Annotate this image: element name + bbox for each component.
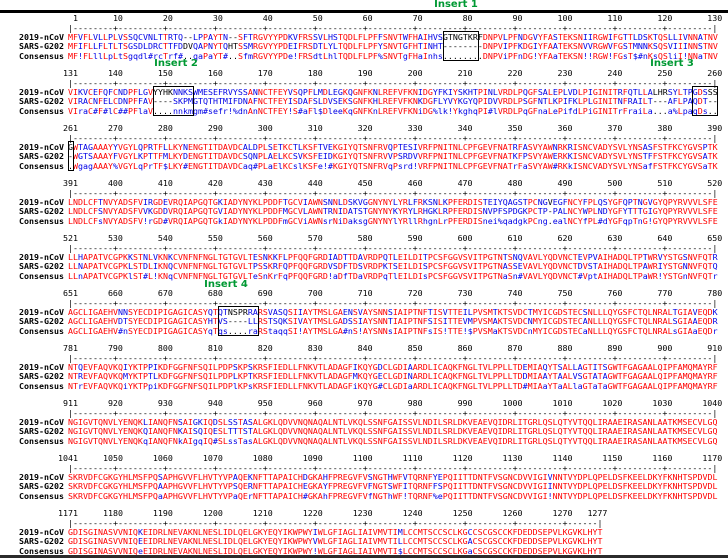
bottom-border-bar [0, 555, 728, 558]
row-label-sars-g202: SARS-G202 [19, 426, 64, 436]
consensus-row: SKRVDFCGKGYHLMSFPQaAPHGVVFLHVTYVPaQErNFT… [68, 490, 718, 501]
top-border-bar [0, 10, 728, 13]
row-label-consensus: Consensus [19, 435, 64, 446]
sequence-row-2019-ncov: MFVFLVLLPLVSSQCVNLTTRTQ--LPPAYTN--SFTRGV… [68, 31, 718, 42]
insert-label: Insert 1 [434, 0, 478, 10]
sequence-row-sars-g202: SKRVDFCGKGYHLMSFPQAAPHGVVFLHVTYVPSQERNFT… [68, 481, 718, 491]
sequence-row-2019-ncov: GDISGINASVVNIQKEIDRLNEVAKNLNESLIDLQELGKY… [68, 526, 603, 537]
row-label-2019-ncov: 2019-nCoV [19, 141, 64, 152]
row-label-sars-g202: SARS-G202 [19, 481, 64, 491]
consensus-row: LLnAPATVCGPKlST#L!KNqCVNFNFNGLTGTGVLTeSn… [68, 270, 718, 281]
sequence-row-sars-g202: AGCLIGAEHVDTSYECDIPIGAGICASYHTVS----LLRS… [68, 316, 718, 326]
ruler-tick-line: |--------+---------+---------+---------+… [68, 297, 718, 308]
insert-box [152, 86, 194, 116]
alignment-block: 1041 1050 1060 1070 1080 1090 1100 1110 1120 1130… [58, 453, 723, 501]
row-label-consensus: Consensus [19, 50, 64, 61]
sequence-row-sars-g202: VIRACNFELCDNPFFAV----SKPMGTQTHTMIFDNAFNC… [68, 96, 718, 106]
sequence-row-2019-ncov: GWTAGAAAYYVGYLQPRTFLLKYNENGTITDAVDCALDPL… [68, 141, 718, 152]
ruler-tick-line: |--------+---------+---------+---------+… [68, 462, 718, 473]
insert-box [217, 306, 259, 336]
insert-label: Insert 4 [204, 279, 248, 290]
ruler-tick-line: |--------+---------+---------+---------+… [68, 22, 718, 33]
consensus-row: NTrEVFAQVKQiYKTPpiKDFGGFNFSQILPDPlKPsKRS… [68, 380, 718, 391]
ruler-tick-line: |--------+---------+---------+---------+… [68, 132, 718, 143]
ruler-tick-line: |--------+---------+---------+---------+… [68, 352, 718, 363]
sequence-row-2019-ncov: LNDLCFTNVYADSFVIRGDEVRQIAPGQTGKIADYNYKLP… [68, 196, 718, 207]
row-label-consensus: Consensus [19, 105, 64, 116]
row-label-sars-g202: SARS-G202 [19, 151, 64, 161]
consensus-row: NGIGVTQNVLYENQKqIANQFNkAIgqIQ#SLssTasALG… [68, 435, 718, 446]
insert-box [442, 31, 479, 61]
row-label-2019-ncov: 2019-nCoV [19, 86, 64, 97]
alignment-block: 1 10 20 30 40 50 60 70 80 90 100 110 120 130 |--------… [68, 13, 723, 61]
row-label-sars-g202: SARS-G202 [19, 261, 64, 271]
consensus-row: .WgagAAAY%VGYLqPrTF$LKY#ENGTITDAVDCaq#PL… [68, 160, 718, 171]
ruler-tick-line: |--------+---------+---------+---------+… [68, 77, 718, 88]
row-label-consensus: Consensus [19, 490, 64, 501]
consensus-row: VIraC#F#lC##PFlaV....nnkmgm#sefr!%dnAnNC… [68, 105, 718, 116]
alignment-block: 391 400 410 420 430 440 450 460 470 480 490 500 510 5… [62, 178, 723, 226]
sequence-row-sars-g202: -WGTSAAAYFVGYLKPTTFMLKYDENGTITDAVDCSQNPL… [68, 151, 718, 161]
sequence-row-sars-g202: NTREVFAQVKQMYKTPTLKDFGGFNFSQILPDPLKPTKRS… [68, 371, 718, 381]
alignment-block: 651 660 670 680 690 700 710 720 730 740 750 760 770 7… [62, 288, 723, 336]
row-label-2019-ncov: 2019-nCoV [19, 471, 64, 482]
sequence-row-sars-g202: GDISGINASVVNIQEEIDRLNEVAKNLNESLIDLQELGKY… [68, 536, 603, 546]
ruler-tick-line: |--------+---------+---------+---------+… [68, 242, 718, 253]
ruler-tick-line: |--------+---------+---------+---------+… [68, 517, 603, 528]
insert-label: Insert 2 [154, 58, 198, 69]
row-label-consensus: Consensus [19, 325, 64, 336]
row-label-sars-g202: SARS-G202 [19, 371, 64, 381]
row-label-2019-ncov: 2019-nCoV [19, 416, 64, 427]
sequence-row-2019-ncov: SKRVDFCGKGYHLMSFPQSAPHGVVFLHVTYVPAQEKNFT… [68, 471, 718, 482]
ruler-tick-line: |--------+---------+---------+---------+… [68, 407, 718, 418]
insert-box [692, 86, 719, 116]
insert-box [68, 141, 74, 171]
alignment-block: 1171 1180 1190 1200 1210 1220 1230 1240 1250 1260… [58, 508, 608, 556]
row-label-sars-g202: SARS-G202 [19, 206, 64, 216]
row-label-2019-ncov: 2019-nCoV [19, 306, 64, 317]
alignment-block: 781 790 800 810 820 830 840 850 860 870 880 890 900 9… [62, 343, 723, 391]
row-label-consensus: Consensus [19, 160, 64, 171]
row-label-consensus: Consensus [19, 215, 64, 226]
row-label-2019-ncov: 2019-nCoV [19, 526, 64, 537]
row-label-2019-ncov: 2019-nCoV [19, 361, 64, 372]
row-label-2019-ncov: 2019-nCoV [19, 251, 64, 262]
consensus-row: MF!FLllLpLtSgqdl#rcTrf#..qaPaYT#..SfmRGV… [68, 50, 718, 61]
sequence-row-sars-g202: LNDLCFSNVYADSFVVKGDDVRQIAPGQTGVIADYNYKLP… [68, 206, 718, 216]
sequence-row-sars-g202: NGIGVTQNVLYENQKQIANQFNKAISQIQESLTTTSTALG… [68, 426, 718, 436]
sequence-row-sars-g202: LLNAPATVCGPKLSTDLIKNQCVNFNFNGLTGTGVLTPSS… [68, 261, 718, 271]
sequence-row-2019-ncov: NGIGVTQNVLYENQKLIANQFNSAIGKIQDSLSSTASALG… [68, 416, 718, 427]
consensus-row: LNDLCFsNVYADSFV!rGD#VRQIAPGQTGkIADYNYKLP… [68, 215, 718, 226]
ruler-tick-line: |--------+---------+---------+---------+… [68, 187, 718, 198]
row-label-sars-g202: SARS-G202 [19, 536, 64, 546]
row-label-sars-g202: SARS-G202 [19, 96, 64, 106]
alignment-block: 521 530 540 550 560 570 580 590 600 610 620 630 640 6… [62, 233, 723, 281]
alignment-block: 131 140 150 160 170 180 190 200 210 220 230 240 250 2… [62, 68, 723, 116]
alignment-block: 261 270 280 290 300 310 320 330 340 350 360 370 380 3… [62, 123, 723, 171]
consensus-row: AGCLIGAEHV#nSYECDIPIGAGICASYqTqs....raRS… [68, 325, 718, 336]
sequence-row-2019-ncov: AGCLIGAEHVNNSYECDIPIGAGICASYQTQTNSPRRARS… [68, 306, 718, 317]
row-label-consensus: Consensus [19, 380, 64, 391]
sequence-row-2019-ncov: VIKVCEFQFCNDPFLGVYYHKNNKSWMESEFRVYSSANNC… [68, 86, 718, 97]
row-label-consensus: Consensus [19, 545, 64, 556]
row-label-2019-ncov: 2019-nCoV [19, 196, 64, 207]
alignment-block: 911 920 930 940 950 960 970 980 990 1000 1010 1020 1… [62, 398, 723, 446]
row-label-consensus: Consensus [19, 270, 64, 281]
row-label-2019-ncov: 2019-nCoV [19, 31, 64, 42]
insert-label: Insert 3 [650, 58, 694, 69]
sequence-row-2019-ncov: NTQEVFAQVKQIYKTPPIKDFGGFNFSQILPDPSKPSKRS… [68, 361, 718, 372]
sequence-row-2019-ncov: LLHAPATVCGPKKSTNLVKNKCVNFNFNGLTGTGVLTESN… [68, 251, 718, 262]
sequence-row-sars-g202: MFIFLLFLTLTSGSDLDRCTTFDDVQAPNYTQHTSSMRGV… [68, 41, 718, 51]
row-label-sars-g202: SARS-G202 [19, 41, 64, 51]
row-label-sars-g202: SARS-G202 [19, 316, 64, 326]
consensus-row: GDISGINASVVNIQeEIDRLNEVAKNLNESLIDLQELGKY… [68, 545, 603, 556]
